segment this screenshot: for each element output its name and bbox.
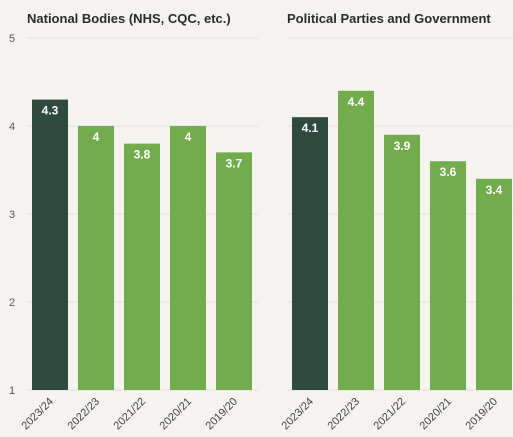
x-tick-label: 2022/23: [66, 396, 103, 433]
data-label: 3.4: [486, 183, 503, 197]
bar: [78, 126, 114, 390]
bar: [338, 90, 374, 391]
y-tick-label: 3: [9, 209, 15, 221]
bar: [216, 152, 252, 390]
x-tick-label: 2020/21: [418, 396, 455, 433]
x-tick-label: 2023/24: [20, 396, 57, 433]
x-tick-label: 2022/23: [326, 396, 363, 433]
x-tick-label: 2019/20: [204, 396, 241, 433]
data-label: 3.7: [226, 156, 243, 170]
x-tick-label: 2021/22: [112, 396, 149, 433]
x-tick-label: 2020/21: [158, 396, 195, 433]
panel-2: 4.1 2023/24 4.4 2022/23 3.9 2021/22 3.6 2020/21…: [280, 37, 513, 433]
data-label: 4: [185, 130, 192, 144]
data-label: 3.6: [440, 165, 457, 179]
bar: [170, 126, 206, 390]
bar: [430, 161, 466, 390]
bar: [384, 134, 420, 390]
data-label: 3.9: [394, 139, 411, 153]
bar: [124, 143, 160, 390]
y-tick-label: 5: [9, 33, 15, 45]
x-tick-label: 2023/24: [280, 396, 317, 433]
y-tick-label: 1: [9, 385, 15, 397]
x-tick-label: 2021/22: [372, 396, 409, 433]
y-tick-label: 2: [9, 297, 15, 309]
panel-2-title: Political Parties and Government: [287, 11, 491, 26]
bar: [292, 117, 328, 390]
data-label: 4.4: [348, 95, 365, 109]
bar: [476, 178, 512, 390]
panel-1: 1 2 3 4 5 4.3 2023/24 4 2022/23 3.8 2021/22 4 2020/2…: [9, 33, 258, 432]
data-label: 4.1: [302, 121, 319, 135]
data-label: 4: [93, 130, 100, 144]
panel-1-title: National Bodies (NHS, CQC, etc.): [27, 11, 231, 26]
data-label: 4.3: [42, 104, 59, 118]
data-label: 3.8: [134, 148, 151, 162]
x-tick-label: 2019/20: [464, 396, 501, 433]
bar: [32, 99, 68, 390]
y-tick-label: 4: [9, 121, 15, 133]
